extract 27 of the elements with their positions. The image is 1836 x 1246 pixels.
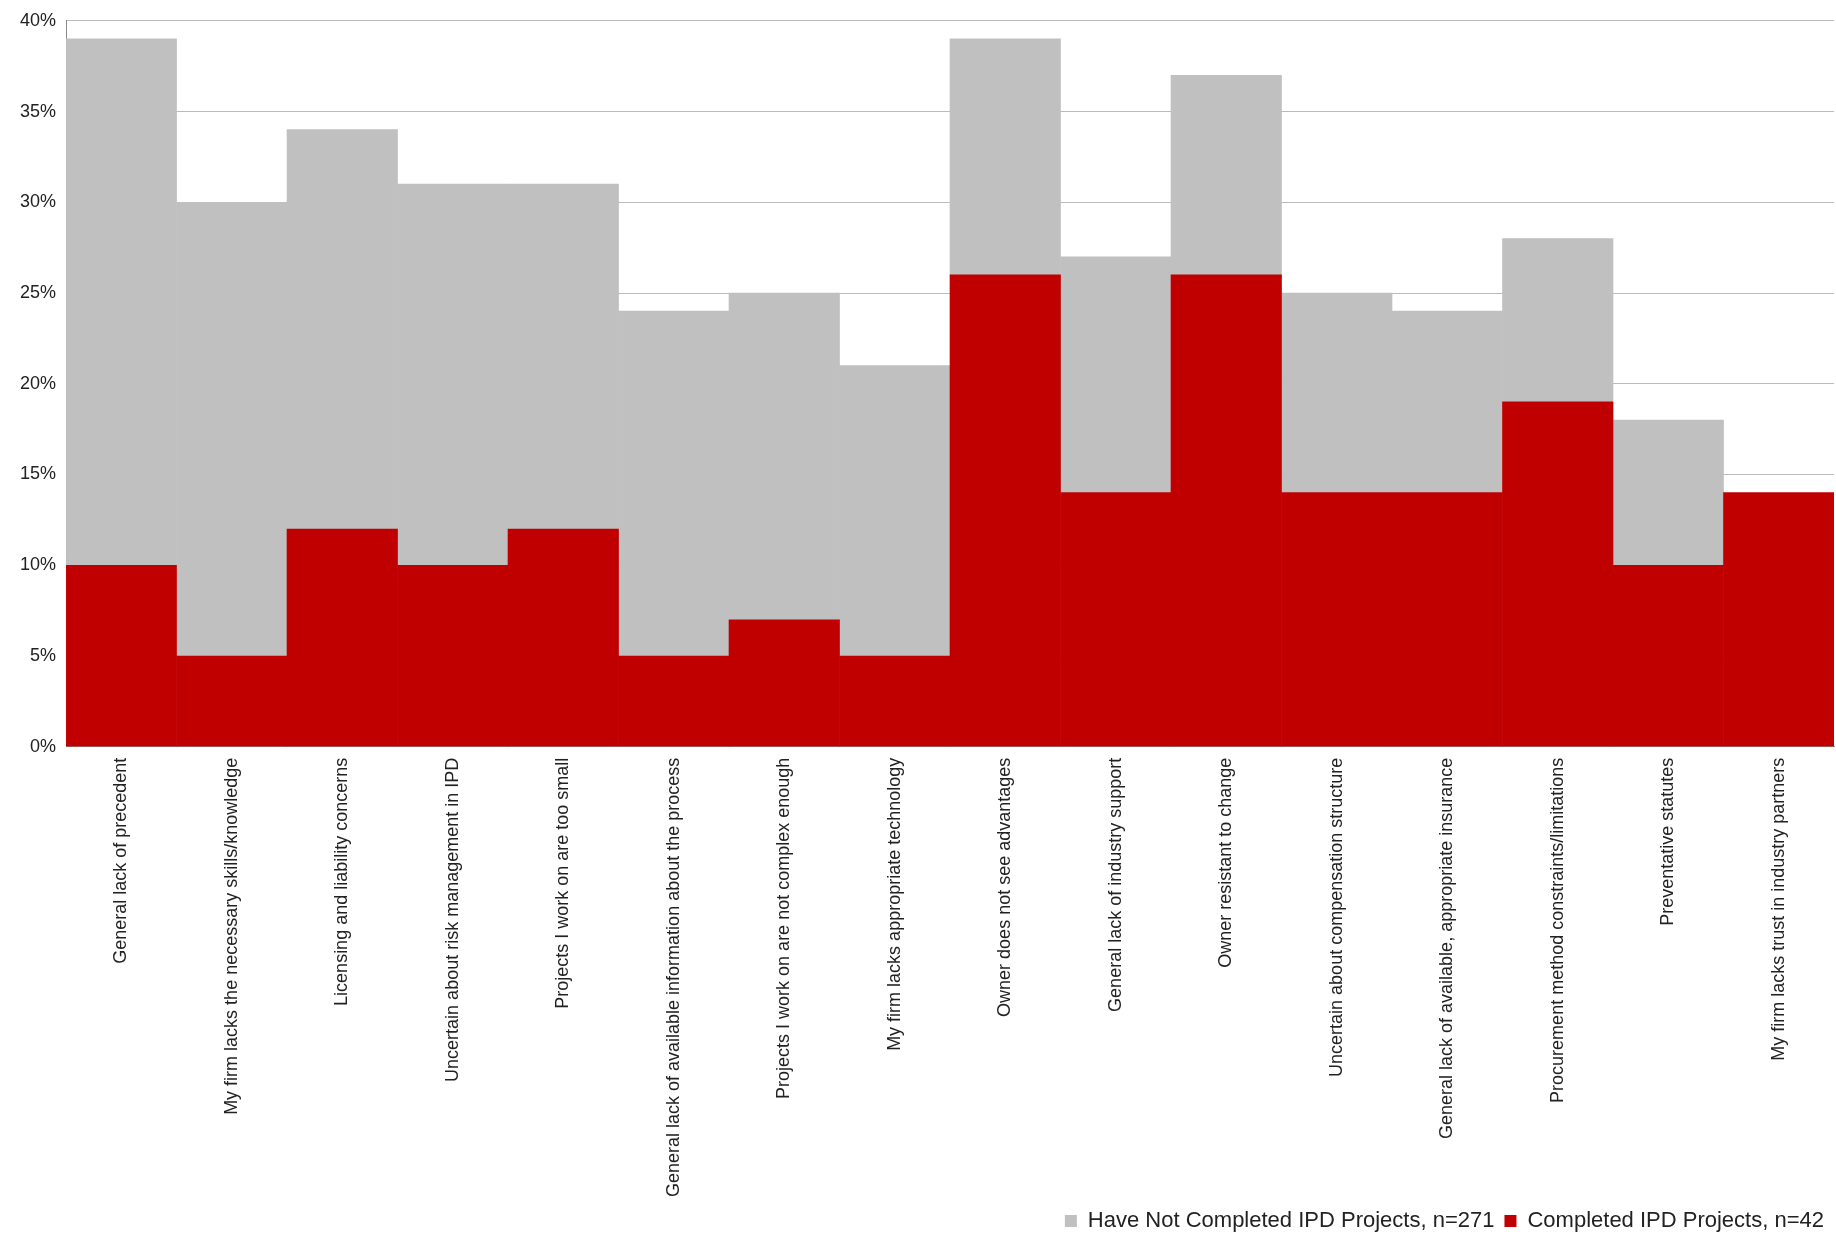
y-tick-label: 30% bbox=[20, 191, 57, 212]
x-tick-label: General lack of available, appropriate insurance bbox=[1436, 757, 1457, 1139]
x-tick-label: Projects I work on are too small bbox=[552, 757, 573, 1009]
x-tick-label: Owner resistant to change bbox=[1215, 757, 1236, 968]
y-tick-label: 10% bbox=[20, 554, 57, 575]
x-tick-label: General lack of precedent bbox=[110, 757, 131, 964]
x-tick-label: My firm lacks trust in industry partners bbox=[1767, 757, 1788, 1061]
y-tick-label: 40% bbox=[20, 9, 57, 30]
x-tick-label: Procurement method constraints/limitations bbox=[1546, 757, 1567, 1103]
y-tick-label: 5% bbox=[30, 644, 57, 665]
y-tick-label: 20% bbox=[20, 372, 57, 393]
x-tick-label: Projects I work on are not complex enough bbox=[773, 757, 794, 1099]
x-tick-label: Uncertain about risk management in IPD bbox=[441, 757, 462, 1082]
y-tick-label: 0% bbox=[30, 735, 57, 756]
y-tick-label: 15% bbox=[20, 463, 57, 484]
legend-label: Have Not Completed IPD Projects, n=271 bbox=[1087, 1207, 1495, 1233]
x-tick-label: General lack of industry support bbox=[1104, 757, 1125, 1012]
legend-label: Completed IPD Projects, n=42 bbox=[1527, 1207, 1825, 1233]
x-tick-label: Uncertain about compensation structure bbox=[1325, 757, 1346, 1077]
y-tick-label: 35% bbox=[20, 100, 57, 121]
x-tick-label: My firm lacks the necessary skills/knowledge bbox=[220, 757, 241, 1115]
x-tick-label: My firm lacks appropriate technology bbox=[883, 757, 904, 1051]
x-tick-label: Licensing and liability concerns bbox=[331, 757, 352, 1006]
x-tick-label: Owner does not see advantages bbox=[994, 757, 1015, 1017]
x-tick-label: Preventative statutes bbox=[1657, 757, 1678, 926]
x-tick-label: General lack of available information about the process bbox=[662, 757, 683, 1198]
y-tick-label: 25% bbox=[20, 282, 57, 302]
